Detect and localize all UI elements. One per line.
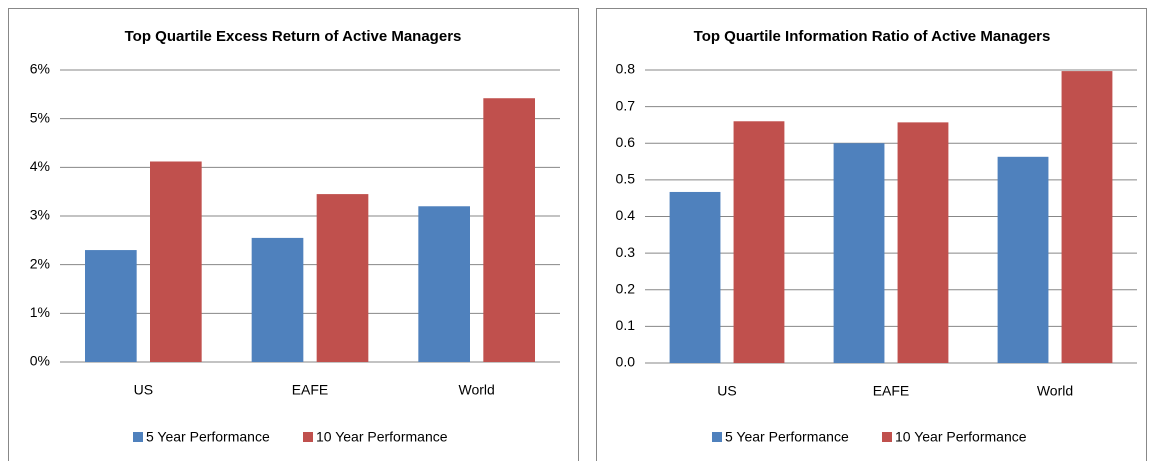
legend-label: 5 Year Performance — [146, 429, 270, 445]
y-tick-label: 6% — [30, 61, 50, 77]
legend-label: 10 Year Performance — [895, 429, 1027, 445]
y-tick-label: 5% — [30, 109, 50, 125]
bar — [833, 143, 885, 363]
bar — [150, 161, 202, 362]
y-tick-label: 0% — [30, 353, 50, 369]
legend-label: 5 Year Performance — [725, 429, 849, 445]
y-tick-label: 4% — [30, 158, 50, 174]
y-tick-label: 0.4 — [616, 207, 636, 223]
y-tick-label: 3% — [30, 207, 50, 223]
legend-swatch — [133, 432, 143, 442]
bar — [418, 206, 470, 362]
bar — [251, 237, 304, 362]
x-tick-label: World — [1037, 383, 1073, 399]
y-tick-label: 1% — [30, 304, 50, 320]
bar — [85, 250, 137, 362]
y-tick-label: 2% — [30, 255, 50, 271]
legend-swatch — [882, 432, 892, 442]
chart-title: Top Quartile Information Ratio of Active… — [694, 28, 1051, 45]
bar — [483, 98, 535, 362]
legend-swatch — [712, 432, 722, 442]
x-tick-label: EAFE — [873, 383, 910, 399]
y-tick-label: 0.0 — [616, 354, 636, 370]
x-tick-label: World — [459, 382, 495, 398]
x-tick-label: EAFE — [292, 382, 329, 398]
bar — [669, 191, 721, 363]
bar — [997, 156, 1049, 363]
bar — [733, 121, 785, 364]
chart-title: Top Quartile Excess Return of Active Man… — [125, 28, 462, 45]
legend-swatch — [303, 432, 313, 442]
x-tick-label: US — [134, 382, 153, 398]
bar — [1061, 71, 1113, 363]
y-tick-label: 0.8 — [616, 61, 636, 77]
legend-label: 10 Year Performance — [316, 429, 448, 445]
y-tick-label: 0.3 — [616, 244, 636, 260]
y-tick-label: 0.5 — [616, 171, 636, 187]
y-tick-label: 0.6 — [616, 134, 636, 150]
y-tick-label: 0.1 — [616, 317, 636, 333]
bar — [897, 122, 949, 363]
y-tick-label: 0.7 — [616, 97, 636, 113]
y-tick-label: 0.2 — [616, 280, 636, 296]
bar — [316, 194, 369, 362]
x-tick-label: US — [717, 383, 736, 399]
